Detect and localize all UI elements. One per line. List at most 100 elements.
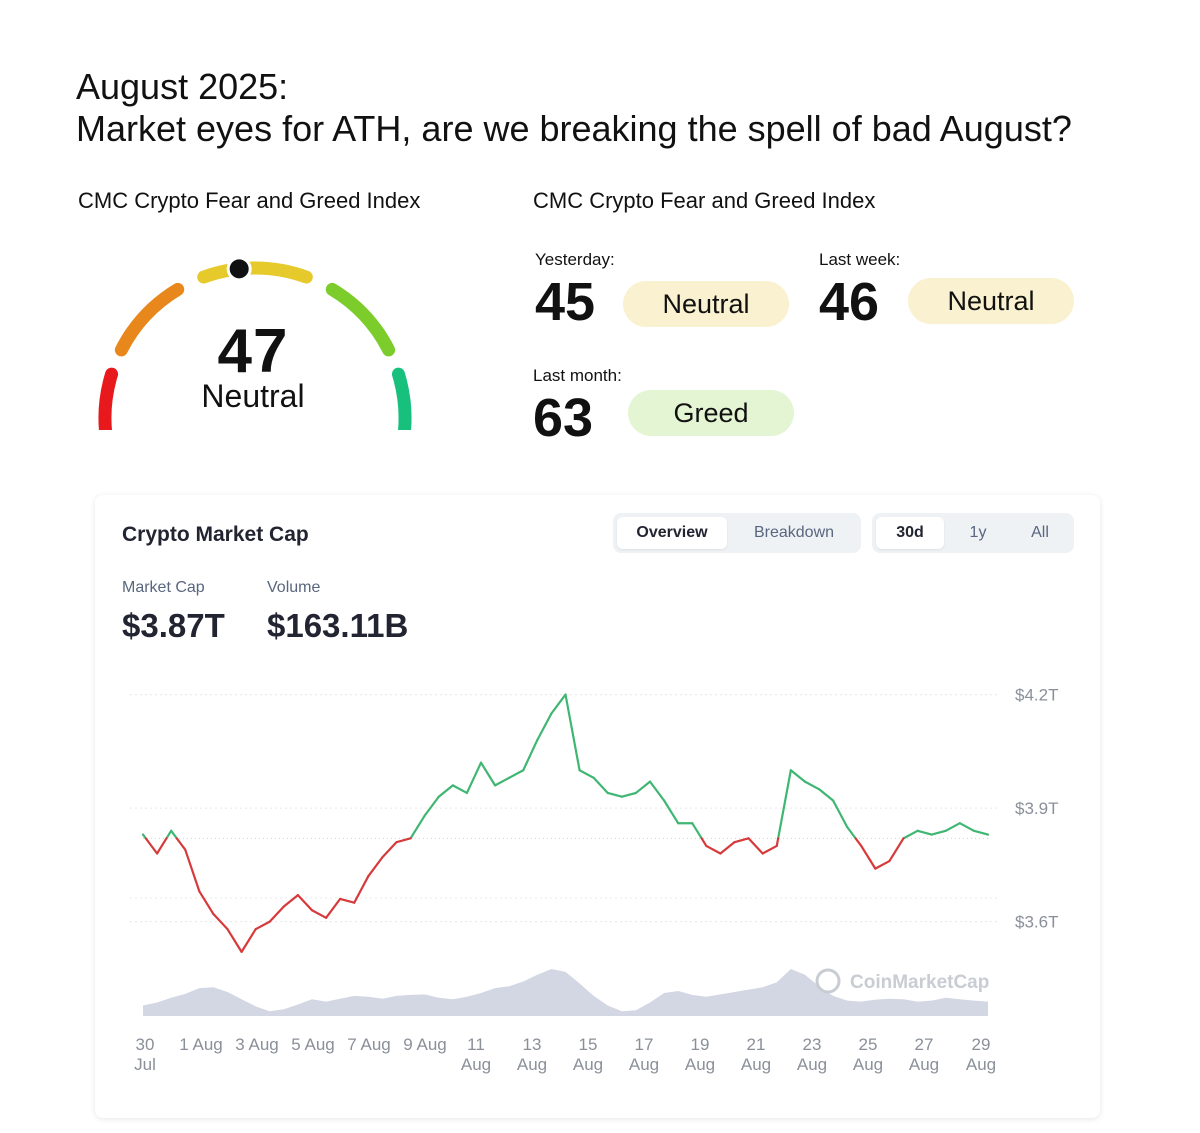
x-tick-label: 19 Aug <box>685 1035 715 1074</box>
last-week-stat: Last week: 46 <box>819 250 900 330</box>
gauge-segment-1 <box>98 367 119 430</box>
market-cap-line-segment <box>854 837 863 848</box>
market-cap-line-segment <box>451 784 469 795</box>
market-cap-line-segment <box>775 837 780 848</box>
x-tick-label: 5 Aug <box>291 1035 335 1054</box>
market-cap-line-segment <box>367 856 384 878</box>
card-title: Crypto Market Cap <box>122 523 309 546</box>
yesterday-status-badge: Neutral <box>623 281 789 327</box>
x-tick-label: 13 Aug <box>517 1035 547 1074</box>
series-below-baseline <box>144 837 905 953</box>
market-cap-line-segment <box>578 769 595 779</box>
x-tick-label: 1 Aug <box>179 1035 223 1054</box>
market-cap-line-segment <box>902 829 919 840</box>
fear-greed-history-title: CMC Crypto Fear and Greed Index <box>533 188 876 213</box>
volume-area <box>143 968 988 1016</box>
gauge-segment-2 <box>114 282 185 357</box>
market-cap-line-segment <box>165 829 173 840</box>
market-cap-line-segment <box>381 841 398 859</box>
market-cap-line-segment <box>916 829 933 836</box>
market-cap-line-segment <box>958 822 976 832</box>
market-cap-line-segment <box>395 837 412 844</box>
market-cap-line-segment <box>719 841 736 855</box>
market-cap-line-segment <box>700 837 708 848</box>
coinmarketcap-watermark: CoinMarketCap <box>815 968 989 994</box>
x-tick-label: 23 Aug <box>797 1035 827 1074</box>
market-cap-line-segment <box>733 837 750 844</box>
market-cap-line-segment <box>930 829 947 836</box>
market-cap-line-segment <box>831 799 849 829</box>
gauge-segment-3 <box>197 261 313 284</box>
y-tick-label: $3.9T <box>1015 799 1058 818</box>
gauge-indicator <box>226 256 252 282</box>
market-cap-line-segment <box>747 837 764 855</box>
market-cap-line-segment <box>789 769 807 783</box>
tab-overview[interactable]: Overview <box>617 517 727 549</box>
series-above-baseline <box>141 693 990 840</box>
market-cap-line-segment <box>465 761 483 795</box>
market-cap-line-segment <box>423 795 440 817</box>
market-cap-line-segment <box>296 894 314 912</box>
market-cap-line-segment <box>339 897 356 904</box>
volume-label: Volume <box>267 579 321 596</box>
x-tick-label: 17 Aug <box>629 1035 659 1074</box>
market-cap-line-segment <box>691 822 703 840</box>
market-cap-line-segment <box>846 825 857 840</box>
market-cap-line-segment <box>240 928 257 953</box>
last-month-status-badge: Greed <box>628 390 794 436</box>
headline-line-1: August 2025: <box>76 66 289 107</box>
market-cap-line-segment <box>620 791 638 798</box>
market-cap-line-segment <box>592 776 609 795</box>
x-tick-label: 25 Aug <box>853 1035 883 1074</box>
x-tick-label: 9 Aug <box>403 1035 447 1054</box>
market-cap-line-segment <box>972 829 990 836</box>
y-tick-label: $3.6T <box>1015 913 1058 932</box>
headline-line-2: Market eyes for ATH, are we breaking the… <box>76 108 1072 149</box>
range-all[interactable]: All <box>1031 524 1049 541</box>
last-week-value: 46 <box>819 272 880 332</box>
market-cap-line-segment <box>648 780 666 802</box>
last-week-status-badge: Neutral <box>908 278 1074 324</box>
coinmarketcap-logo-icon <box>815 968 841 994</box>
market-cap-line-segment <box>522 738 539 772</box>
gauge-segment-5 <box>391 367 412 430</box>
market-cap-line-segment <box>184 848 201 893</box>
market-cap-line-segment <box>662 799 680 825</box>
market-cap-card: Crypto Market Cap Overview Breakdown 30d… <box>95 495 1100 1118</box>
x-tick-label: 7 Aug <box>347 1035 391 1054</box>
range-tabs: 30d 1y All <box>872 513 1074 553</box>
y-tick-label: $4.2T <box>1015 686 1058 705</box>
market-cap-line-segment <box>508 769 525 779</box>
last-week-label: Last week: <box>819 250 901 269</box>
volume-value: $163.11B <box>267 607 409 644</box>
x-tick-label: 27 Aug <box>909 1035 939 1074</box>
market-cap-line-segment <box>536 712 553 742</box>
market-cap-line-segment <box>324 897 342 919</box>
tab-breakdown[interactable]: Breakdown <box>753 524 835 541</box>
market-cap-line-segment <box>860 844 877 870</box>
market-cap-line-segment <box>874 859 891 870</box>
market-cap-line-segment <box>606 791 623 798</box>
market-cap-line-segment <box>170 829 178 840</box>
market-cap-line-segment <box>254 920 271 931</box>
range-30d[interactable]: 30d <box>876 517 944 549</box>
market-cap-line-segment <box>634 780 652 795</box>
range-1y[interactable]: 1y <box>969 524 987 541</box>
market-cap-line-segment <box>212 912 229 931</box>
market-cap-line-segment <box>353 875 370 904</box>
yesterday-stat: Yesterday: 45 <box>535 250 615 330</box>
last-month-stat: Last month: 63 <box>533 366 622 446</box>
market-cap-line-segment <box>944 822 961 832</box>
market-cap-line-segment <box>888 837 905 863</box>
market-cap-line-segment <box>268 905 285 923</box>
market-cap-line-segment <box>705 844 722 855</box>
market-cap-value: $3.87T <box>122 607 225 644</box>
x-tick-label: 3 Aug <box>235 1035 279 1054</box>
market-cap-line-segment <box>155 837 168 855</box>
x-tick-label: 29 Aug <box>966 1035 996 1074</box>
market-cap-line-segment <box>175 837 187 851</box>
market-cap-line-segment <box>226 928 243 953</box>
market-cap-line-segment <box>803 780 821 791</box>
market-cap-line-segment <box>493 776 511 787</box>
yesterday-value: 45 <box>535 272 596 332</box>
